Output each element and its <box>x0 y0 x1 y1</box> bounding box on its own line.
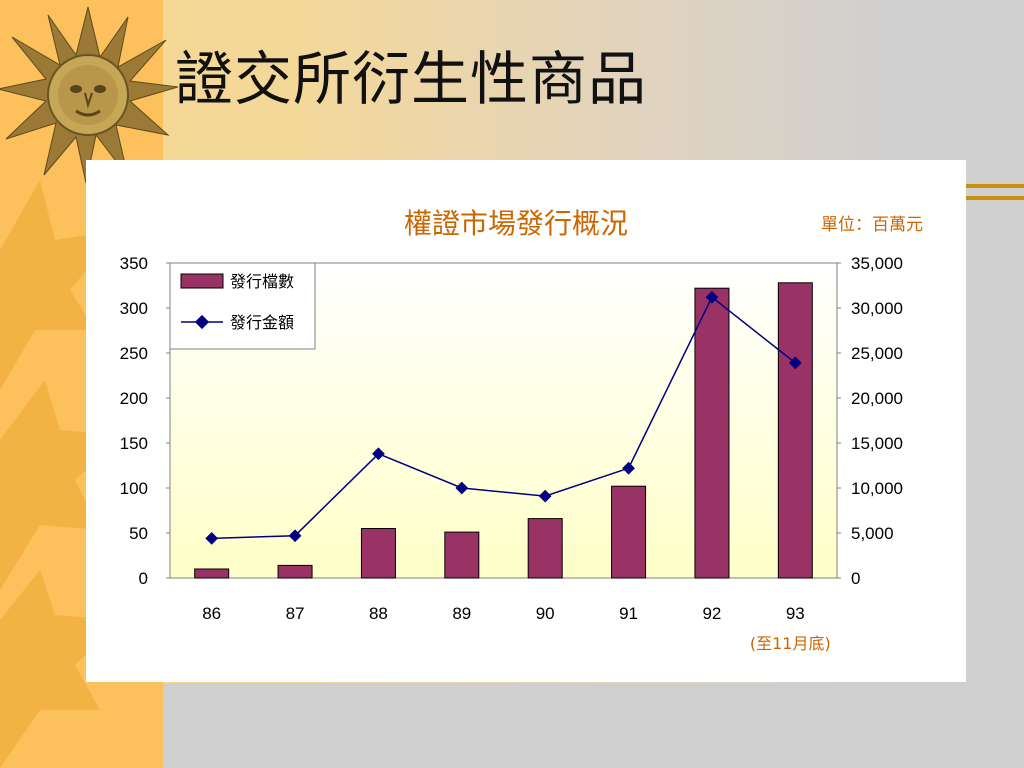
bar-91 <box>611 485 647 579</box>
legend-diamond-marker <box>194 314 210 330</box>
right-axis-tick-label: 35,000 <box>851 254 903 273</box>
right-axis-tick-label: 5,000 <box>851 524 894 543</box>
x-axis-label: 86 <box>202 604 221 623</box>
line-point-89 <box>455 481 469 495</box>
x-axis-label: 93 <box>786 604 805 623</box>
chart-title: 權證市場發行概況 <box>404 207 628 240</box>
left-axis-tick-label: 200 <box>120 389 148 408</box>
legend-label-bar: 發行檔數 <box>230 272 294 291</box>
x-axis-label: 87 <box>286 604 305 623</box>
bar-88 <box>360 528 396 579</box>
line-point-88 <box>372 447 385 461</box>
chart-svg: 權證市場發行概況 單位：百萬元 350 300 250 200 150 100 50 0 35… <box>120 207 923 653</box>
left-axis-tick-label: 350 <box>120 254 148 273</box>
edge-line-top <box>966 184 1024 188</box>
lower-gray-band <box>163 683 1024 768</box>
right-axis-tick-label: 15,000 <box>851 434 903 453</box>
bar-90 <box>527 518 563 579</box>
bar-93 <box>777 282 813 579</box>
right-axis-tick-label: 30,000 <box>851 299 903 318</box>
left-axis-tick-label: 100 <box>120 479 148 498</box>
left-axis-tick-label: 0 <box>139 569 148 588</box>
sun-emblem-icon <box>0 6 179 184</box>
edge-line-bottom <box>966 196 1024 200</box>
right-axis-tick-label: 25,000 <box>851 344 903 363</box>
x-category-note: (至11月底) <box>750 634 831 653</box>
x-axis-label: 88 <box>369 604 388 623</box>
legend-label-line: 發行金額 <box>230 313 294 332</box>
amount-line <box>211 296 796 540</box>
slide-title: 證交所衍生性商品 <box>175 45 648 113</box>
legend-bar-swatch <box>180 273 224 289</box>
chart-panel: 權證市場發行概況 單位：百萬元 350 300 250 200 150 100 50 0 35… <box>86 160 966 682</box>
bar-89 <box>444 531 480 579</box>
bar-92 <box>694 287 730 579</box>
left-axis-tick-label: 300 <box>120 299 148 318</box>
unit-label: 單位：百萬元 <box>821 215 923 235</box>
left-axis-tick-label: 250 <box>120 344 148 363</box>
x-axis-label: 91 <box>619 604 638 623</box>
right-axis-tick-label: 10,000 <box>851 479 903 498</box>
left-axis-tick-label: 50 <box>129 524 148 543</box>
legend: 發行檔數 發行金額 <box>169 262 316 350</box>
bar-86 <box>194 568 230 579</box>
right-axis-tick-label: 20,000 <box>851 389 903 408</box>
x-axis-label: 89 <box>452 604 471 623</box>
x-axis-label: 90 <box>536 604 555 623</box>
left-axis-tick-label: 150 <box>120 434 148 453</box>
line-point-86 <box>205 532 219 545</box>
x-axis-label: 92 <box>702 604 721 623</box>
right-axis-tick-label: 0 <box>851 569 860 588</box>
bar-87 <box>277 564 313 579</box>
